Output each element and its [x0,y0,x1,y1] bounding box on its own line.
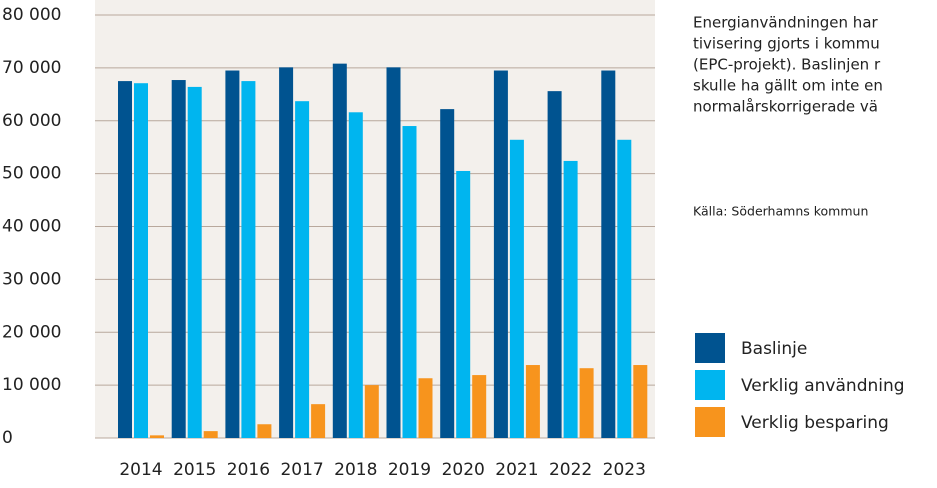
x-tick-label: 2014 [119,460,162,480]
annotation-line: Energianvändningen har [693,14,879,32]
bar [364,385,379,438]
x-tick-label: 2021 [495,460,538,480]
bar [295,101,310,438]
bar [472,375,487,438]
bar [279,67,294,438]
source: Källa: Söderhamns kommun [693,204,868,219]
annotation-line: normalårskorrigerade vä [693,98,878,116]
bar [563,160,578,438]
bar [348,112,363,438]
y-tick-label: 50 000 [2,164,61,184]
legend-label: Verklig besparing [741,413,889,433]
bar [311,404,326,438]
bar [509,139,524,438]
x-tick-label: 2023 [603,460,646,480]
annotation-line: (EPC-projekt). Baslinjen r [693,56,881,74]
y-tick-label: 0 [2,428,13,448]
legend-swatch [695,333,725,363]
bar [547,91,562,438]
annotation-line: tivisering gjorts i kommu [693,35,880,53]
legend-label: Verklig användning [741,376,905,396]
bar [150,435,164,438]
bar [493,70,508,439]
y-tick-label: 70 000 [2,58,61,78]
legend-swatch [695,370,725,400]
bar [525,365,540,438]
bar [241,81,256,438]
bar [187,86,202,438]
bar [601,70,616,439]
x-tick-label: 2017 [280,460,323,480]
x-tick-label: 2015 [173,460,216,480]
bar [579,368,594,438]
y-tick-label: 60 000 [2,111,61,131]
y-tick-label: 20 000 [2,322,61,342]
bar [332,63,347,439]
bar [134,83,148,439]
bar [171,80,186,438]
bar [118,81,132,438]
x-tick-label: 2018 [334,460,377,480]
bar [440,109,455,439]
annotation-line: skulle ha gällt om inte en [693,77,883,95]
bar [386,67,401,438]
bar [203,431,218,438]
bar [418,378,433,438]
bar [456,170,471,438]
x-tick-label: 2020 [442,460,485,480]
x-tick-label: 2016 [227,460,270,480]
y-tick-label: 80 000 [2,5,61,25]
bar [402,126,417,438]
legend-label: Baslinje [741,339,807,359]
bar [225,70,240,439]
x-tick-label: 2022 [549,460,592,480]
bar [257,424,272,438]
y-tick-label: 30 000 [2,269,61,289]
bar [633,365,648,438]
y-tick-label: 40 000 [2,217,61,237]
bar [617,139,632,438]
legend-swatch [695,407,725,437]
y-tick-label: 10 000 [2,375,61,395]
x-tick-label: 2019 [388,460,431,480]
